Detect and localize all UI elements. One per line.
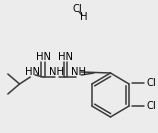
Text: Cl: Cl — [147, 101, 156, 111]
Text: Cl: Cl — [147, 78, 156, 88]
Text: HN: HN — [58, 52, 73, 62]
Text: HN: HN — [25, 67, 40, 77]
Text: NH: NH — [71, 67, 86, 77]
Text: H: H — [80, 12, 88, 22]
Text: HN: HN — [36, 52, 51, 62]
Text: Cl: Cl — [72, 4, 82, 14]
Text: NH: NH — [49, 67, 64, 77]
